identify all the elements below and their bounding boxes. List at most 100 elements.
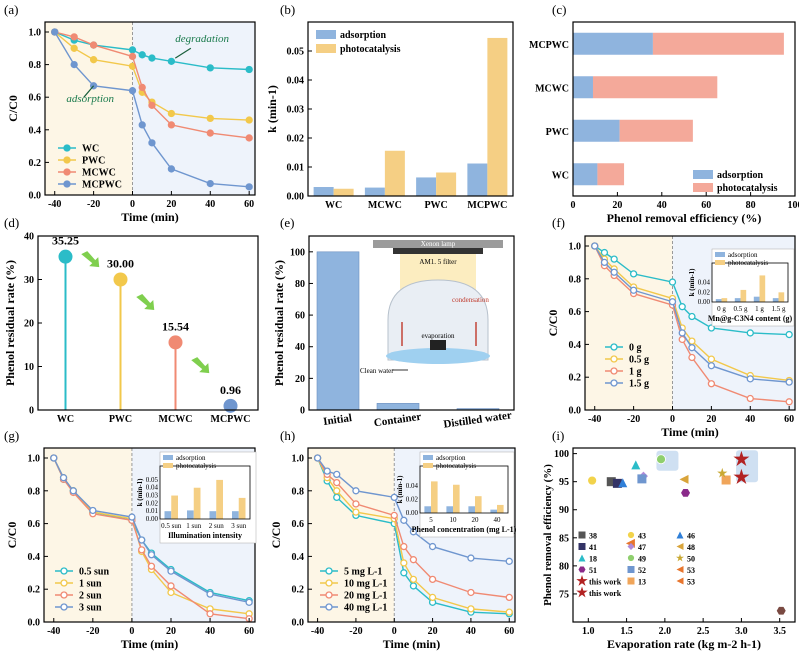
- value-label-d: 0.96: [220, 383, 241, 397]
- legend-entry-b: photocatalysis: [340, 44, 401, 55]
- category-label-e: Container: [373, 411, 422, 430]
- inset-legend-f: adsorption: [728, 251, 758, 259]
- y-axis-g-tick-label: 0.4: [28, 552, 41, 563]
- inset-ytick-f: 0.04: [698, 279, 711, 287]
- legend-entry-i: this work: [589, 589, 622, 598]
- x-axis-label-a: Time (min): [121, 210, 178, 224]
- y-axis-a-tick-label: 0.4: [29, 125, 42, 136]
- bar-photocatalysis-PWC: [436, 173, 456, 196]
- legend-marker-i: [677, 566, 684, 573]
- y-axis-i-tick-label: 90: [559, 505, 569, 516]
- data-point-a: [168, 111, 174, 117]
- inset-ytick-g: 0.01: [146, 507, 159, 515]
- category-label-c: PWC: [546, 127, 569, 138]
- scatter-point-ref-44: [777, 607, 786, 615]
- x-axis-g-tick-label: -20: [86, 626, 99, 637]
- lamp-label: Xenon lamp: [421, 240, 456, 248]
- y-axis-label-h: C/C0: [269, 522, 283, 549]
- legend-marker-f: [611, 356, 617, 362]
- inset-category-f: 0 g: [717, 305, 726, 313]
- data-point-f: [670, 299, 676, 305]
- data-point-h: [430, 594, 436, 600]
- data-point-g: [168, 589, 174, 595]
- inset-legend-h: photocatalysis: [436, 462, 476, 470]
- y-axis-a-tick-label: 0.6: [29, 93, 42, 104]
- bar-photocatalysis-MCPWC: [653, 33, 784, 55]
- inset-ytick-f: 0.02: [698, 288, 711, 296]
- value-label-d: 30.00: [107, 257, 134, 271]
- x-axis-f-tick-label: 60: [784, 414, 794, 425]
- legend-entry-a: WC: [82, 144, 99, 155]
- legend-entry-h: 5 mg L-1: [344, 567, 382, 578]
- data-point-g: [129, 514, 135, 520]
- panel-label-i: (i): [552, 428, 564, 443]
- inset-bar-photocatalysis-f: [722, 298, 728, 302]
- legend-entry-f: 1 g: [629, 367, 642, 378]
- data-point-a: [130, 53, 136, 59]
- legend-entry-i: 49: [638, 555, 646, 564]
- inset-bar-photocatalysis-f: [779, 292, 785, 302]
- data-point-g: [70, 488, 76, 494]
- x-axis-g-tick-label: 0: [129, 626, 134, 637]
- legend-marker-i: [628, 555, 635, 562]
- scatter-point-ref-18: [631, 460, 640, 469]
- y-axis-g-tick-label: 1.0: [28, 454, 41, 465]
- y-axis-a-tick-label: 0.0: [29, 191, 42, 202]
- data-point-g: [139, 537, 145, 543]
- inset-category-f: 1 g: [755, 305, 764, 313]
- y-axis-label-e: Phenol residual rate (%): [272, 260, 286, 386]
- x-axis-g-tick-label: 60: [244, 626, 254, 637]
- y-axis-b-tick-label: 0.00: [287, 192, 305, 203]
- bar-adsorption-MCPWC: [573, 33, 653, 55]
- legend-entry-i: 43: [638, 532, 646, 541]
- data-point-f: [708, 356, 714, 362]
- legend-marker-f: [611, 344, 617, 350]
- category-label-c: MCPWC: [529, 40, 569, 51]
- inset-category-h: 5: [429, 516, 433, 524]
- data-point-a: [52, 29, 58, 35]
- y-axis-e-tick-label: 80: [295, 279, 305, 290]
- y-axis-i-tick-label: 100: [554, 449, 569, 460]
- data-point-a: [149, 140, 155, 146]
- legend-entry-i: 41: [589, 543, 597, 552]
- data-point-h: [401, 560, 407, 566]
- legend-entry-c: adsorption: [717, 170, 764, 181]
- bar-photocatalysis-MCWC: [385, 151, 405, 196]
- y-axis-label-a: C/C0: [6, 95, 20, 122]
- y-axis-g-tick-label: 0.6: [28, 519, 41, 530]
- data-point-a: [207, 65, 213, 71]
- inset-ylabel-g: k (min-1): [136, 478, 144, 506]
- water-surface: [386, 348, 490, 364]
- bar-Initial: [317, 252, 359, 410]
- x-axis-f-tick-label: 40: [745, 414, 755, 425]
- data-point-a: [246, 135, 252, 141]
- x-axis-h-tick-label: -40: [311, 626, 324, 637]
- data-point-f: [708, 381, 714, 387]
- y-axis-e-tick-label: 100: [290, 247, 305, 258]
- inset-bar-adsorption-g: [210, 511, 217, 519]
- inset-ytick-g: 0.04: [146, 484, 159, 492]
- y-axis-i-tick-label: 75: [559, 589, 569, 600]
- legend-swatch-b: [316, 30, 336, 39]
- category-label-b: WC: [325, 200, 342, 211]
- inset-legend-h: adsorption: [436, 454, 466, 462]
- x-axis-c-tick-label: 0: [571, 200, 576, 211]
- data-point-f: [747, 330, 753, 336]
- legend-entry-h: 10 mg L-1: [344, 579, 387, 590]
- inset-category-g: 3 sun: [231, 522, 246, 530]
- data-point-a: [139, 84, 145, 90]
- legend-marker-g: [61, 604, 67, 610]
- legend-entry-i: 53: [687, 566, 695, 575]
- data-point-f: [747, 396, 753, 402]
- legend-marker-g: [61, 568, 67, 574]
- clean-water-label: Clean water: [360, 367, 394, 375]
- y-axis-h-tick-label: 0.4: [292, 552, 305, 563]
- inset-bar-adsorption-f: [754, 297, 760, 302]
- data-point-a: [130, 47, 136, 53]
- inset-ytick-g: 0.00: [146, 515, 159, 523]
- data-point-f: [689, 314, 695, 320]
- y-axis-b-tick-label: 0.03: [287, 105, 305, 116]
- y-axis-h-tick-label: 0.0: [292, 618, 305, 629]
- y-axis-label-f: C/C0: [546, 310, 560, 337]
